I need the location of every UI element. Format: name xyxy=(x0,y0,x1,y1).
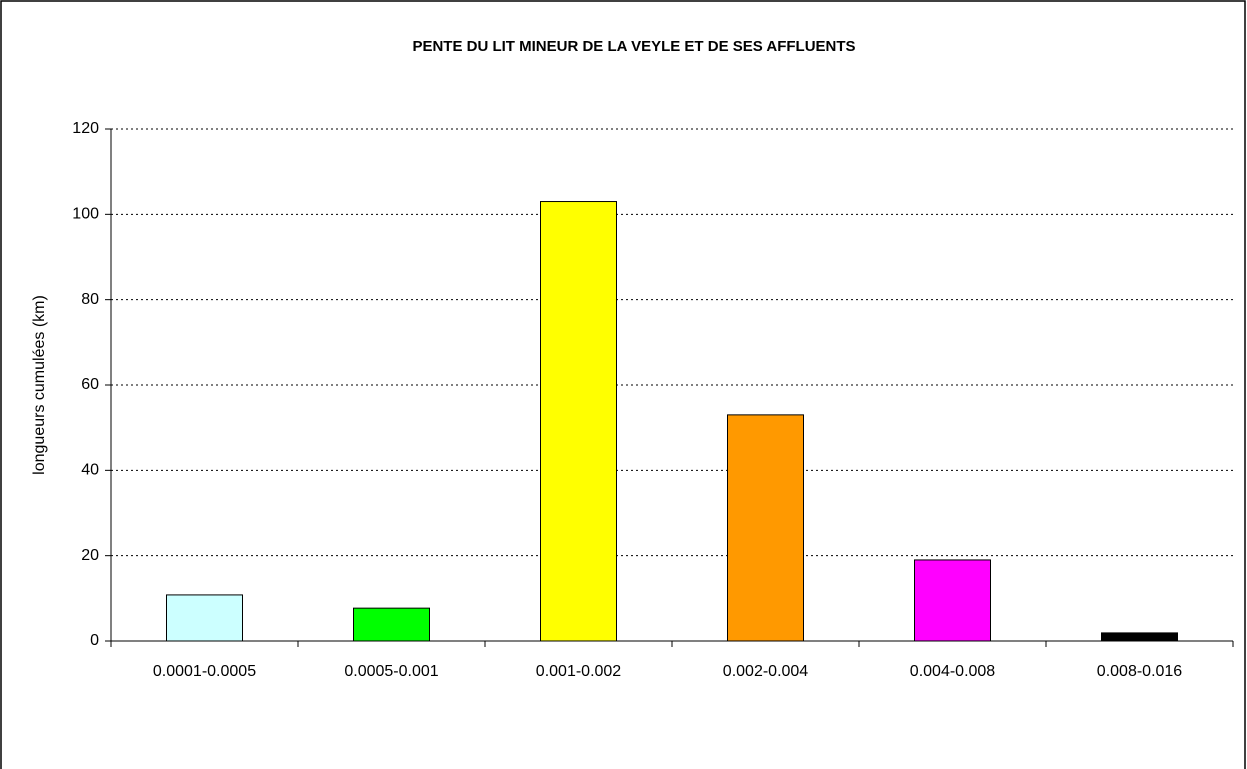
y-tick-label: 40 xyxy=(81,462,99,479)
x-tick-label: 0.0001-0.0005 xyxy=(153,663,256,680)
bar xyxy=(166,594,243,642)
y-tick-label: 120 xyxy=(72,120,99,137)
bar xyxy=(727,414,804,642)
x-tick-label: 0.008-0.016 xyxy=(1097,663,1183,680)
y-tick-label: 80 xyxy=(81,291,99,308)
y-tick-label: 20 xyxy=(81,547,99,564)
bar xyxy=(1101,632,1178,642)
y-tick-label: 100 xyxy=(72,206,99,223)
y-axis-label: longueurs cumulées (km) xyxy=(31,295,48,475)
chart-title: PENTE DU LIT MINEUR DE LA VEYLE ET DE SE… xyxy=(412,38,855,55)
x-tick-label: 0.002-0.004 xyxy=(723,663,809,680)
y-tick-label: 60 xyxy=(81,376,99,393)
bar xyxy=(540,201,617,642)
x-tick-label: 0.0005-0.001 xyxy=(344,663,438,680)
x-tick-label: 0.001-0.002 xyxy=(536,663,622,680)
y-tick-label: 0 xyxy=(90,632,99,649)
bar xyxy=(914,559,991,642)
bar xyxy=(353,607,430,642)
x-tick-label: 0.004-0.008 xyxy=(910,663,996,680)
